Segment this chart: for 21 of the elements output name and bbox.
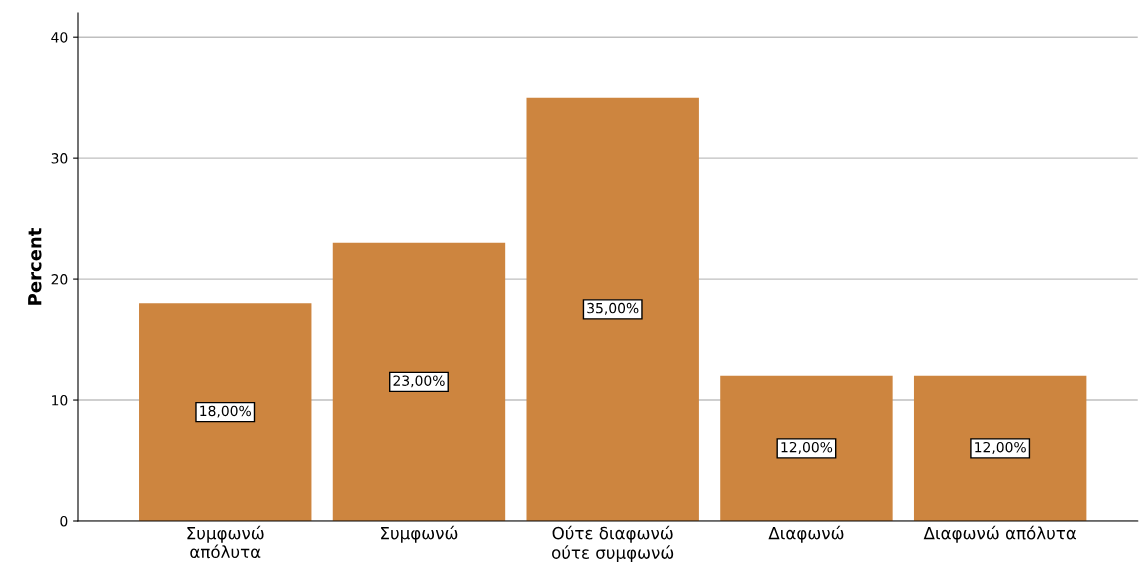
data-label: 23,00% — [393, 375, 445, 388]
x-tick-label: Συμφωνώ — [381, 525, 458, 543]
bar — [913, 375, 1087, 521]
bar — [526, 97, 699, 521]
y-tick-label: 40 — [51, 32, 68, 43]
x-tick-label: Διαφωνώ απόλυτα — [923, 525, 1077, 543]
y-tick-label: 30 — [51, 153, 68, 164]
y-tick-label: 20 — [51, 274, 68, 285]
x-tick-label: Συμφωνώ απόλυτα — [187, 525, 264, 559]
data-label: 12,00% — [781, 441, 833, 454]
x-tick-label: Ούτε διαφωνώ ούτε συμφωνώ — [552, 525, 674, 563]
y-tick-label: 0 — [60, 515, 68, 527]
bar — [720, 375, 893, 521]
data-label: 12,00% — [975, 441, 1026, 454]
x-tick-label: Διαφωνώ — [768, 525, 844, 543]
bar — [332, 242, 506, 521]
y-tick-label: 10 — [52, 395, 68, 406]
data-label: 18,00% — [200, 405, 251, 418]
data-label: 35,00% — [587, 302, 639, 315]
y-axis-title: Percent — [28, 228, 42, 305]
bar — [139, 303, 312, 521]
